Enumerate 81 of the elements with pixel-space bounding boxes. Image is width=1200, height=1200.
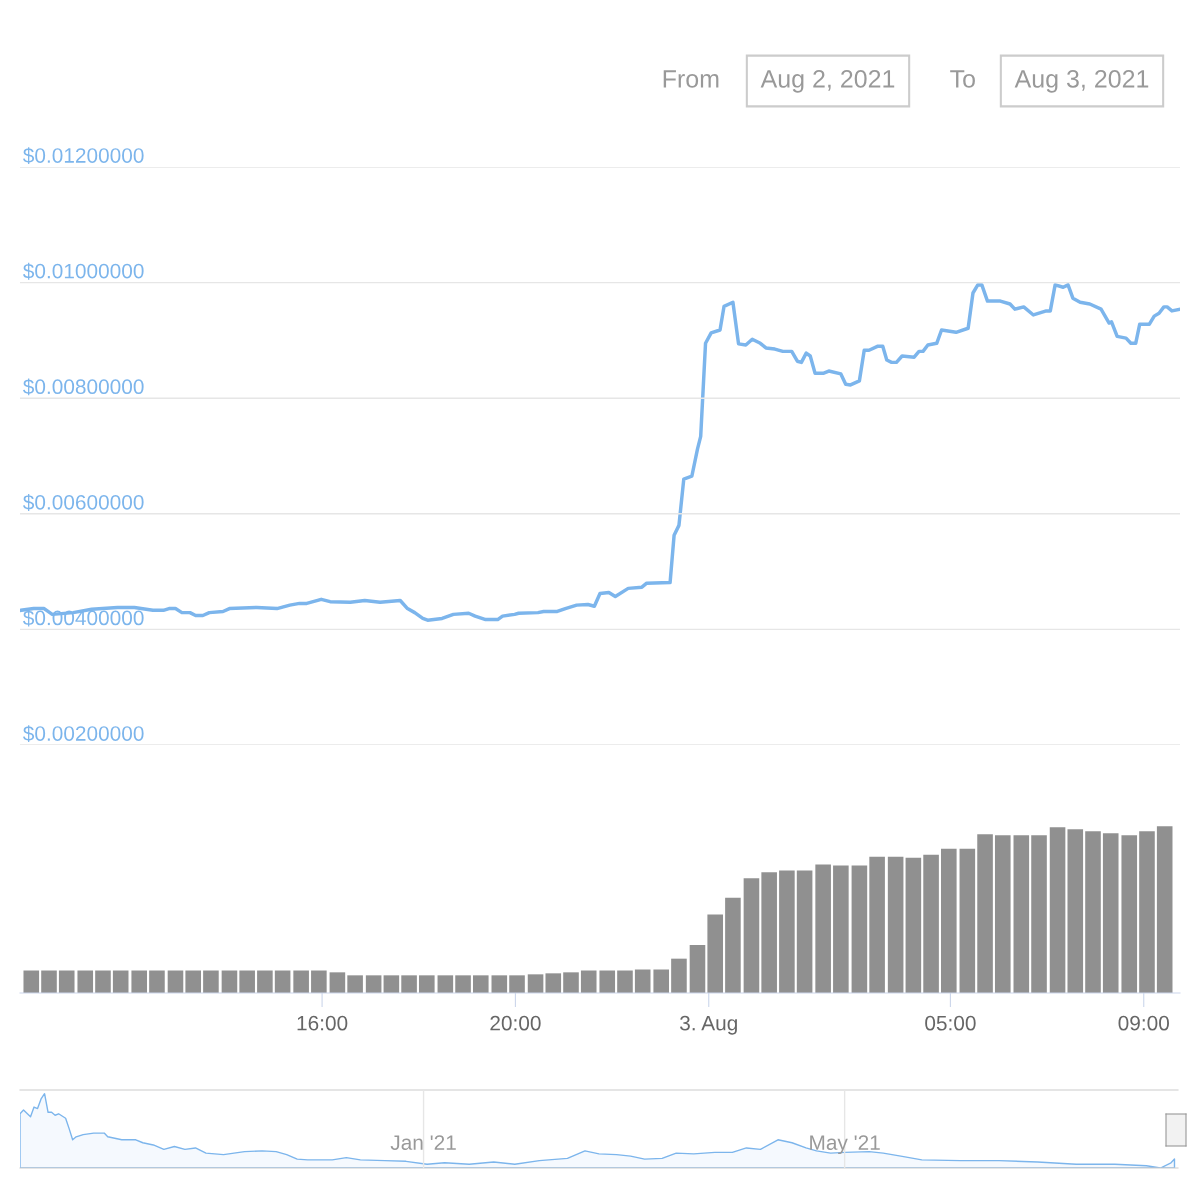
bar: [545, 973, 562, 993]
bar: [455, 975, 471, 993]
y-tick-label: $0.00800000: [23, 378, 144, 396]
bar: [1049, 827, 1066, 993]
x-tick-label: May '21: [810, 1135, 880, 1155]
text: Aug 2, 2021: [760, 70, 895, 93]
bar: [95, 970, 111, 993]
bar: [347, 975, 363, 993]
bar: [23, 970, 40, 993]
bar: [257, 970, 273, 993]
bar: [293, 970, 309, 993]
bar: [274, 970, 291, 993]
bar: [472, 975, 489, 993]
bar: [509, 975, 525, 993]
bar: [203, 970, 219, 993]
bar: [634, 969, 651, 993]
text: To: [950, 70, 975, 88]
bar: [221, 970, 238, 993]
bar: [580, 970, 597, 993]
text: From: [663, 70, 719, 88]
bar: [185, 970, 201, 993]
bar: [779, 870, 795, 993]
bar: [707, 914, 723, 993]
bar: [671, 958, 687, 993]
bar: [617, 970, 633, 993]
y-tick-label: $0.00200000: [23, 725, 144, 743]
bar: [383, 975, 400, 993]
bar: [815, 864, 831, 993]
bar: [329, 972, 346, 993]
bar: [599, 970, 616, 993]
bar: [851, 865, 868, 993]
bar: [41, 970, 57, 993]
bar: [959, 848, 976, 993]
bar: [167, 970, 184, 993]
bar: [653, 969, 670, 993]
bar: [365, 975, 382, 993]
bar: [1067, 829, 1084, 993]
y-tick-label: $0.01000000: [23, 262, 144, 280]
bar: [1085, 831, 1101, 993]
bar: [689, 945, 706, 993]
bar: [527, 974, 544, 993]
bar: [149, 970, 165, 993]
bar: [923, 854, 939, 993]
x-tick-label: 3. Aug: [680, 1015, 737, 1035]
bar: [905, 857, 922, 993]
bar: [491, 975, 508, 993]
bar: [833, 865, 849, 993]
x-tick-label: Jan '21: [390, 1135, 456, 1150]
bar: [419, 975, 435, 993]
bar: [401, 975, 417, 993]
bar: [1102, 833, 1119, 993]
bar: [977, 834, 993, 993]
bar: [994, 835, 1011, 993]
bar: [1156, 826, 1173, 993]
bar: [761, 872, 777, 993]
bar: [1139, 831, 1155, 993]
y-tick-label: $0.00400000: [23, 609, 144, 627]
bar: [131, 970, 148, 993]
x-tick-label: 20:00: [490, 1015, 541, 1031]
bar: [112, 970, 129, 993]
bar: [1031, 835, 1047, 993]
bar: [869, 856, 885, 993]
bar: [77, 970, 94, 993]
bar: [437, 975, 454, 993]
bar: [941, 848, 957, 993]
bar: [311, 970, 327, 993]
bar: [239, 970, 255, 993]
y-tick-label: $0.01200000: [23, 147, 144, 165]
text: Aug 3, 2021: [1014, 70, 1149, 93]
bar: [887, 856, 904, 993]
x-tick-label: 05:00: [925, 1015, 976, 1031]
bar: [58, 970, 75, 993]
bar: [743, 878, 760, 993]
bar: [563, 972, 579, 993]
y-tick-label: $0.00600000: [23, 494, 144, 511]
bar: [796, 870, 813, 993]
bar: [725, 897, 741, 993]
x-tick-label: 09:00: [1118, 1015, 1169, 1031]
x-tick-label: 16:00: [297, 1015, 348, 1031]
bar: [1013, 835, 1030, 993]
bar: [1121, 835, 1138, 993]
